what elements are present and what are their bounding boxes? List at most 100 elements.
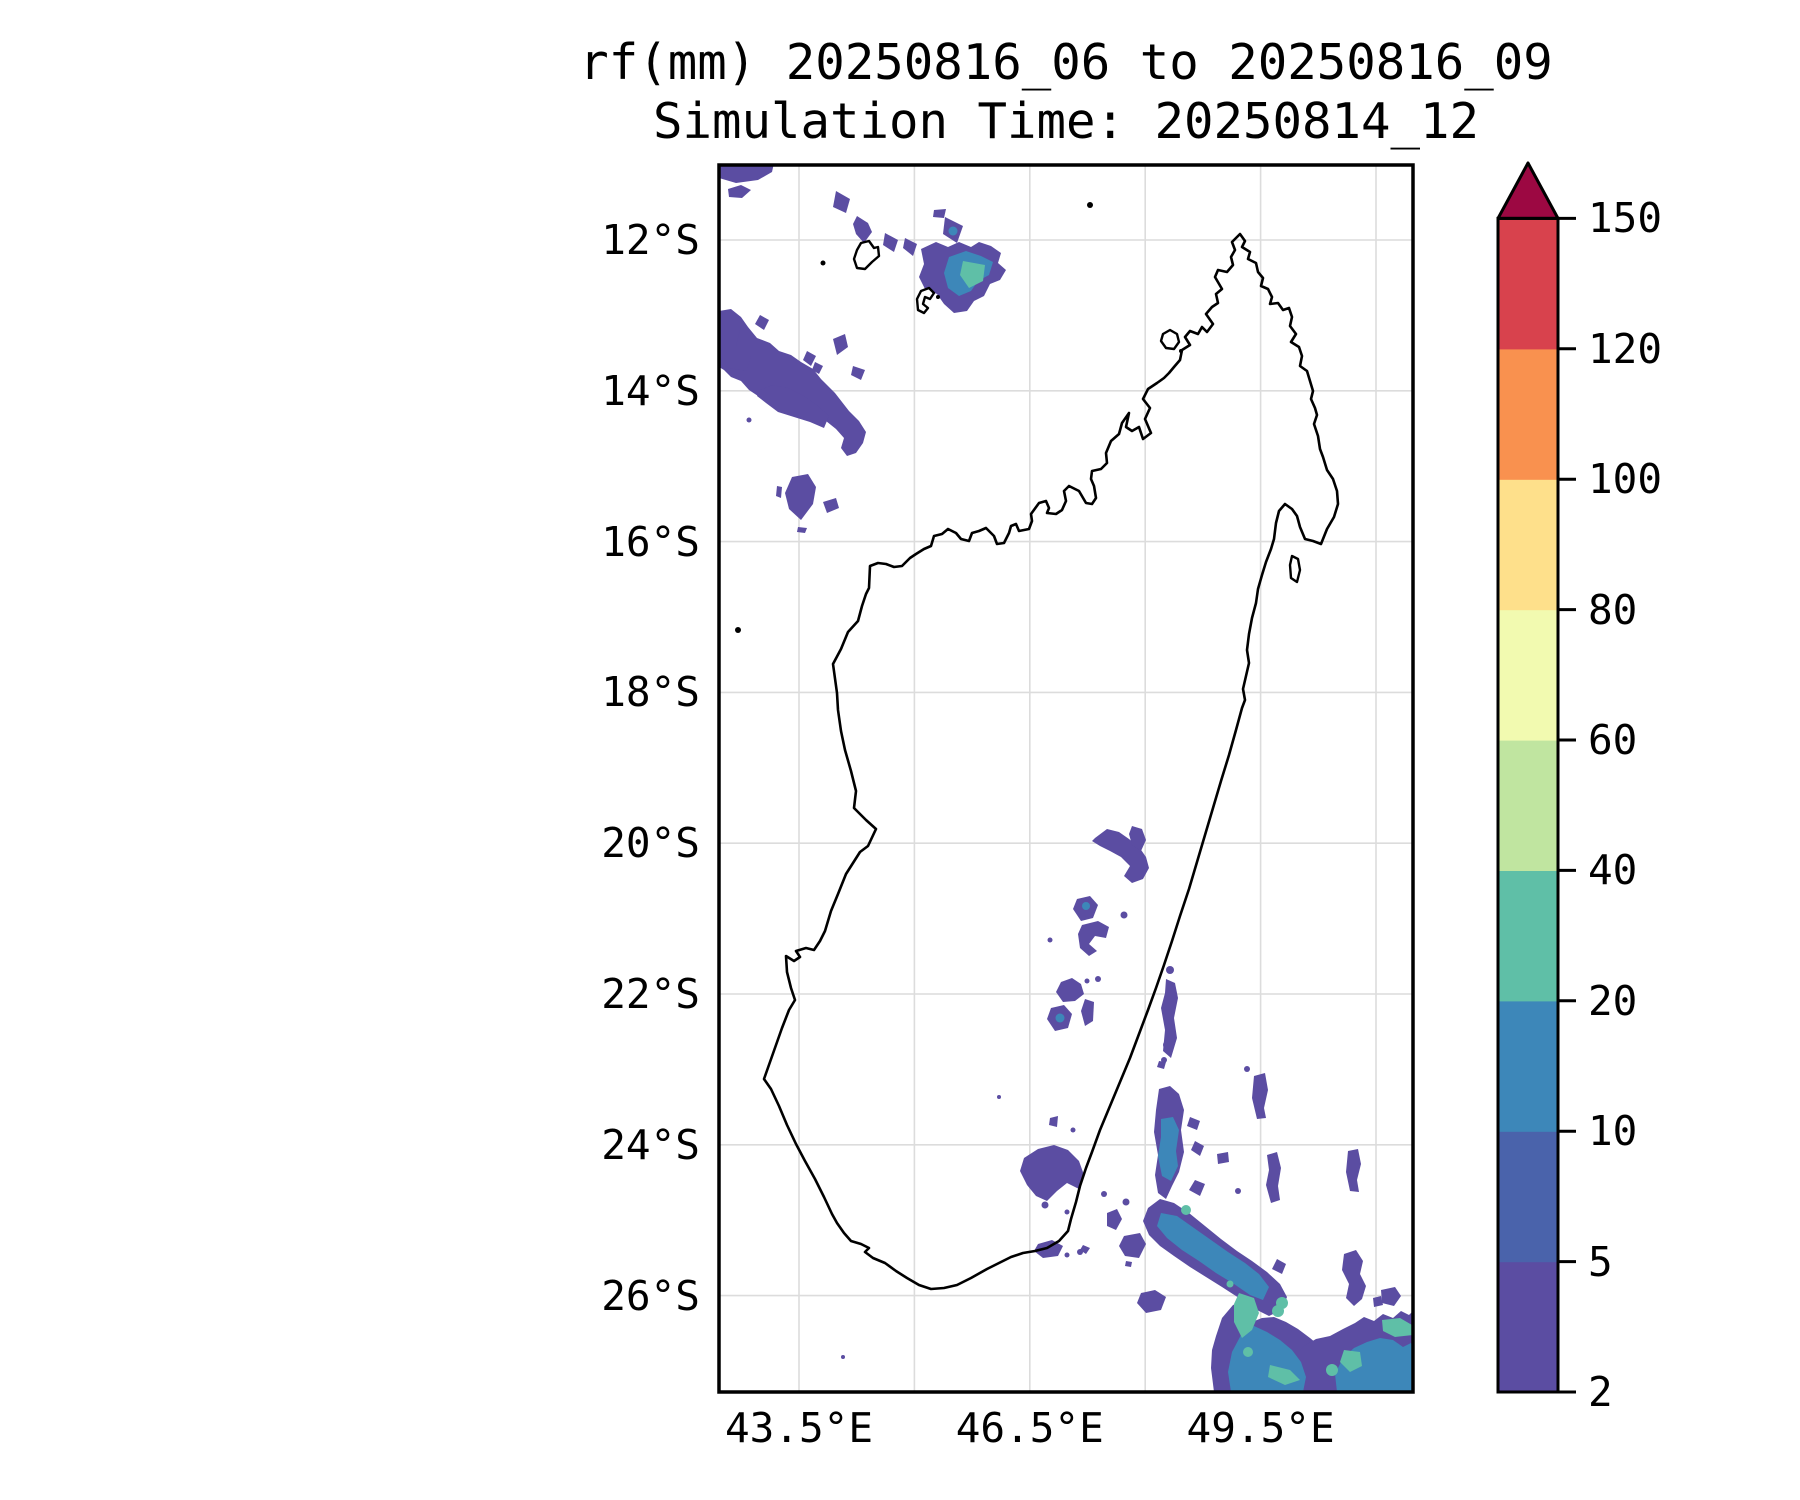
rain-patch-10mm [1055,1013,1065,1023]
rain-patch-2mm [785,474,816,520]
rain-patch-2mm [728,185,751,198]
colorbar-tick-label: 150 [1588,194,1663,243]
map-frame [717,163,1415,1394]
rain-patch-2mm [1252,1073,1268,1119]
rain-patch-10mm [1082,902,1090,910]
y-tick-label: 24°S [601,1120,700,1169]
rain-patch-2mm [1041,1201,1049,1209]
rain-patch-2mm [1161,979,1178,1058]
rain-patch-2mm [1187,1117,1200,1130]
y-tick-label: 22°S [601,970,700,1018]
islet-dot [936,295,940,299]
islet-dot [735,627,741,633]
rain-patch-2mm [1125,1261,1132,1267]
y-tick-label: 18°S [601,668,700,717]
rain-patch-2mm [1092,829,1149,883]
rain-patch-2mm [1020,1145,1084,1201]
rain-patch-2mm [1034,1240,1063,1258]
rainfall-contours [719,165,1413,1392]
y-tick-label: 16°S [601,517,700,566]
rain-patch-2mm [823,498,839,513]
rain-patch-2mm [841,1355,845,1359]
x-tick-label: 43.5°E [724,1404,874,1452]
rain-patch-2mm [1235,1188,1241,1194]
colorbar-segment [1498,348,1558,480]
colorbar-segment [1498,609,1558,741]
figure-subtitle: Simulation Time: 20250814_12 [652,93,1480,150]
graticule-grid [719,165,1413,1392]
rain-patch-2mm [1381,1287,1401,1306]
rain-patch-2mm [1272,1259,1286,1274]
colorbar-tick-label: 40 [1588,846,1638,895]
colorbar-segment [1498,218,1558,350]
colorbar-tick-label: 5 [1588,1237,1613,1286]
rain-patch-2mm [853,216,872,243]
rain-patch-2mm [1189,1180,1205,1196]
colorbar-segment [1498,1261,1558,1393]
colorbar [1496,161,1576,1394]
colorbar-segment [1498,1000,1558,1132]
rain-patch-2mm [755,315,769,330]
rain-patch-2mm [1064,1252,1070,1258]
x-tick-label: 49.5°E [1186,1404,1335,1452]
colorbar-tick-label: 10 [1588,1107,1638,1156]
colorbar-segment [1498,1131,1558,1263]
rain-patch-2mm [1166,966,1174,974]
colorbar-tick-label: 80 [1588,585,1638,634]
rain-patch-2mm [1266,1152,1281,1203]
island-outline [915,286,936,315]
rain-patch-2mm [797,527,807,533]
colorbar-tick-label: 20 [1588,976,1638,1025]
y-tick-label: 26°S [601,1271,700,1320]
rain-patch-2mm [776,486,782,498]
rain-patch-2mm [1078,921,1109,956]
rain-patch-2mm [1049,1116,1058,1127]
rain-patch-2mm [1244,1066,1250,1072]
islet-dot [820,260,826,266]
rain-patch-20mm [1243,1347,1253,1357]
rain-patch-2mm [757,385,829,428]
rain-patch-2mm [812,362,823,374]
rain-patch-2mm [719,309,866,456]
rain-patch-2mm [1342,1250,1366,1306]
rain-patch-2mm [933,209,946,218]
rain-patch-2mm [1157,1061,1166,1069]
rain-patch-2mm [883,233,898,252]
rain-patch-2mm [1107,1209,1122,1230]
rain-patch-2mm [1081,999,1094,1026]
rain-patch-20mm [1340,1350,1362,1372]
y-tick-label: 12°S [601,216,700,264]
rain-patch-10mm [1157,1213,1269,1300]
y-tick-label: 20°S [601,819,700,868]
rain-patch-2mm [1122,1198,1130,1206]
rain-patch-20mm [960,261,985,288]
rain-patch-10mm [948,226,958,236]
colorbar-tick-label: 60 [1588,716,1638,764]
rain-patch-2mm [1161,1057,1167,1063]
rain-patch-2mm [903,238,917,256]
colorbar-over-arrow [1496,161,1560,220]
rain-patch-2mm [833,191,850,213]
colorbar-tick-label: 120 [1588,324,1663,373]
rain-patch-20mm [1326,1364,1338,1376]
islet-dot [1179,349,1183,353]
rain-patch-2mm [803,351,816,366]
figure-title: rf(mm) 20250816_06 to 20250816_09 [579,34,1553,91]
y-tick-label: 14°S [601,366,700,415]
rain-patch-2mm [1056,978,1084,1002]
rain-patch-2mm [1064,1209,1070,1215]
x-tick-label: 46.5°E [955,1404,1104,1452]
rain-patch-2mm [1119,1233,1146,1258]
rain-patch-2mm [1095,976,1101,982]
map-plot-area [719,165,1413,1392]
rain-patch-20mm [1382,1318,1413,1337]
rain-patch-10mm [1158,1117,1179,1181]
coastlines [735,202,1340,1291]
rain-patch-2mm [1080,1245,1090,1254]
rain-patch-2mm [1129,826,1146,851]
rain-patch-20mm [1272,1305,1284,1317]
rain-patch-20mm [1226,1280,1234,1288]
colorbar-segment [1498,740,1558,871]
